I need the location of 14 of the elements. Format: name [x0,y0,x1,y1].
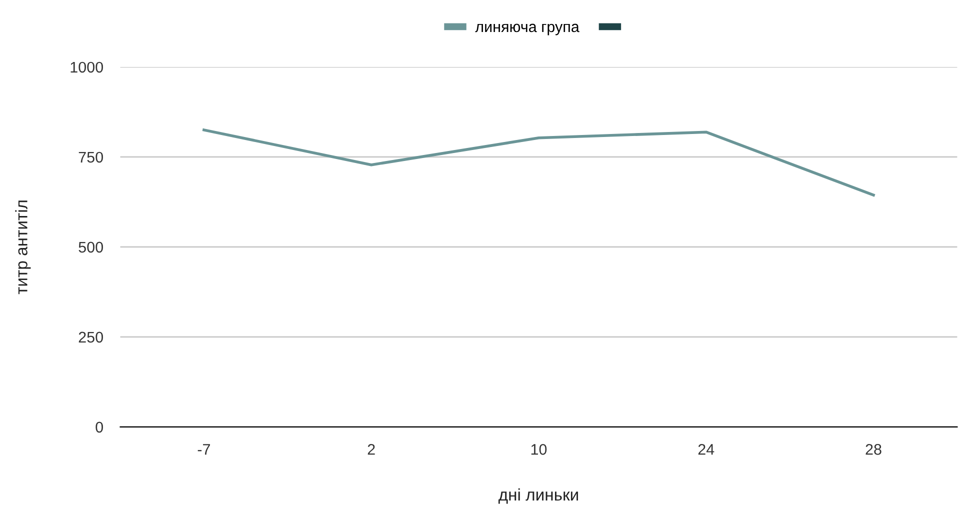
line-series [202,128,875,196]
y-tick-label: 1000 [70,62,103,73]
x-axis-title: дні линьки [498,488,578,504]
x-tick-label: 2 [368,444,375,455]
y-tick-label: 0 [96,422,103,433]
x-tick-label: 28 [866,444,882,455]
y-tick-label: 250 [78,332,103,343]
x-tick-label: 10 [531,444,547,455]
legend-label: линяюча група [475,24,580,36]
y-tick-label: 750 [78,152,103,163]
x-tick-label: -7 [198,444,210,455]
y-axis-title: титр антитіл [15,200,31,294]
y-tick-label: 500 [78,242,103,253]
x-tick-label: 24 [698,444,714,455]
